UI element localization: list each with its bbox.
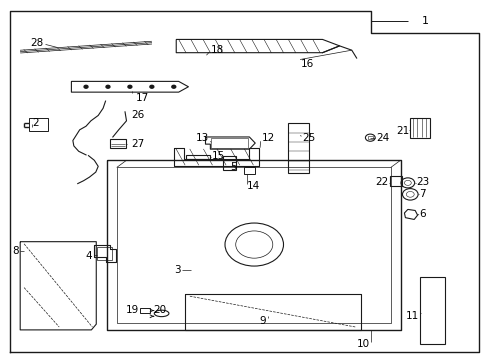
Text: 27: 27 — [131, 139, 144, 149]
Bar — [185, 155, 210, 159]
Bar — [211, 138, 248, 148]
Text: 9: 9 — [259, 316, 266, 325]
Bar — [389, 176, 401, 186]
Text: 20: 20 — [153, 305, 166, 315]
Text: 16: 16 — [300, 59, 313, 69]
Bar — [97, 247, 112, 260]
Text: 11: 11 — [405, 311, 418, 320]
Bar — [367, 136, 372, 139]
Text: 24: 24 — [375, 133, 388, 143]
Text: 28: 28 — [31, 38, 44, 48]
Circle shape — [84, 85, 88, 88]
Text: 7: 7 — [418, 189, 425, 199]
Text: 26: 26 — [131, 111, 144, 121]
Text: 10: 10 — [356, 339, 369, 349]
Circle shape — [106, 85, 110, 88]
Circle shape — [171, 85, 175, 88]
Text: 25: 25 — [302, 133, 315, 143]
Text: 13: 13 — [196, 133, 209, 143]
Text: 15: 15 — [211, 150, 224, 161]
Text: 17: 17 — [136, 93, 149, 103]
Bar — [140, 308, 150, 314]
Text: 12: 12 — [261, 133, 274, 143]
Circle shape — [150, 85, 154, 88]
Text: 6: 6 — [418, 209, 425, 219]
Bar — [222, 156, 236, 170]
Circle shape — [128, 85, 132, 88]
Bar — [419, 277, 445, 344]
Text: 5: 5 — [229, 162, 236, 172]
Bar — [288, 123, 308, 173]
Bar — [244, 167, 255, 174]
Bar — [29, 118, 47, 131]
Text: 14: 14 — [246, 181, 260, 192]
Text: 21: 21 — [395, 126, 408, 135]
Text: 23: 23 — [415, 177, 428, 187]
Text: 1: 1 — [421, 16, 427, 26]
Text: 22: 22 — [375, 177, 388, 187]
Text: 8: 8 — [13, 246, 19, 256]
Text: 3: 3 — [174, 265, 181, 275]
Text: 18: 18 — [210, 45, 223, 55]
Text: 19: 19 — [126, 305, 139, 315]
Text: 4: 4 — [85, 251, 92, 261]
Bar — [110, 139, 126, 148]
Text: 2: 2 — [32, 118, 39, 128]
Bar — [409, 118, 429, 138]
